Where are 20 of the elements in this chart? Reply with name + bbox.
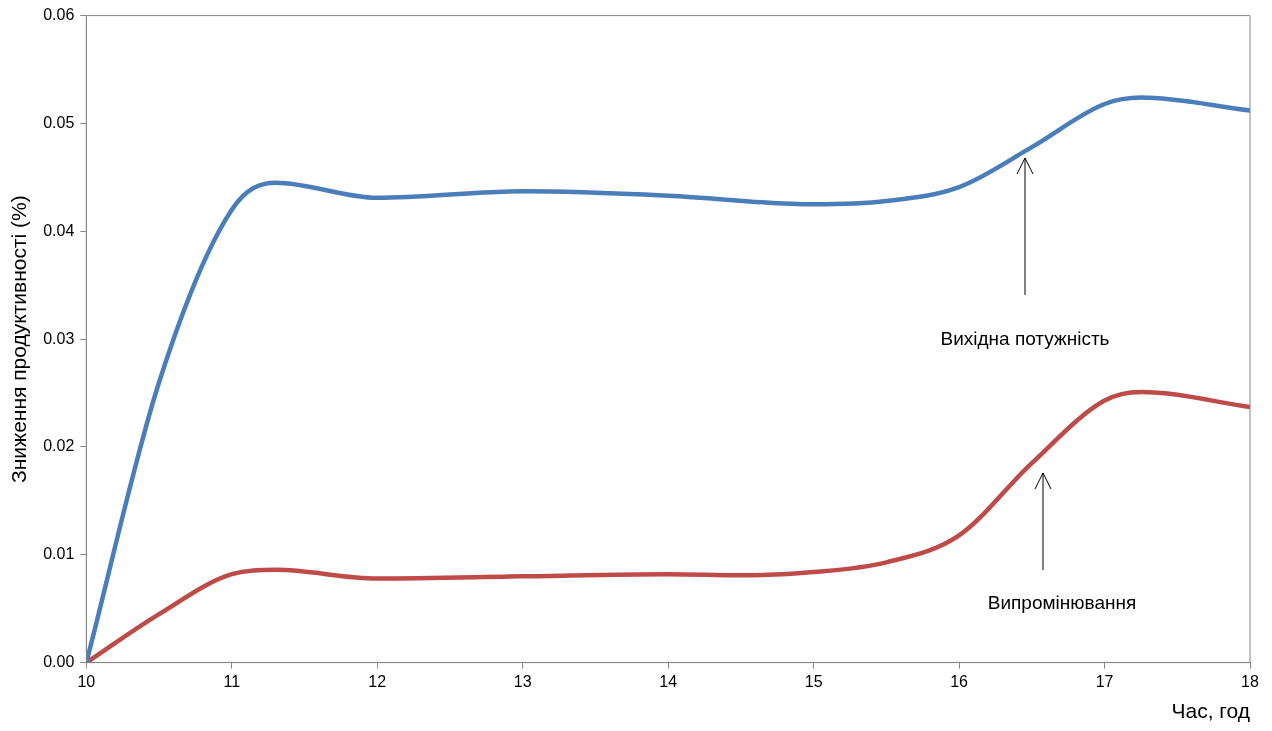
x-tick-label: 14	[659, 672, 678, 690]
x-tick-label: 16	[950, 672, 969, 690]
y-tick-label: 0.06	[43, 6, 75, 24]
y-tick-label: 0.01	[43, 545, 75, 563]
y-tick-label: 0.05	[43, 113, 75, 131]
x-tick-label: 11	[223, 672, 241, 690]
annotation: Випромінювання	[987, 592, 1137, 614]
y-tick-label: 0.03	[43, 329, 75, 347]
x-tick-label: 13	[513, 672, 532, 690]
y-tick-label: 0.02	[43, 437, 75, 455]
x-tick-label: 12	[368, 672, 387, 690]
annotation: Вихідна потужність	[940, 328, 1110, 350]
x-tick-label: 15	[804, 672, 823, 690]
x-axis-title: Час, год	[1171, 699, 1250, 723]
x-tick-label: 18	[1241, 672, 1259, 690]
y-tick-label: 0.04	[43, 221, 75, 239]
y-axis-title: Зниження продуктивності (%)	[7, 195, 31, 483]
x-tick-label: 17	[1095, 672, 1114, 690]
y-tick-label: 0.00	[43, 653, 75, 671]
x-tick-label: 10	[77, 672, 96, 690]
